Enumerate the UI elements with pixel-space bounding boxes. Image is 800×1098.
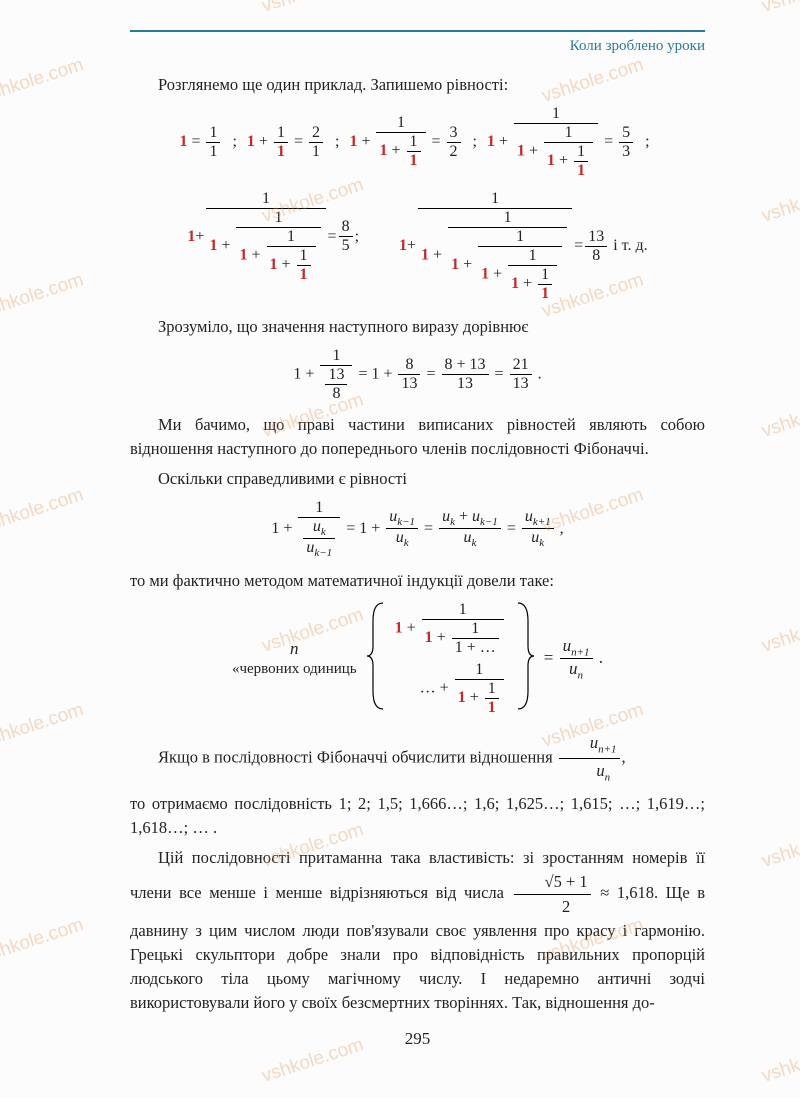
paragraph: Розглянемо ще один приклад. Запишемо рів… [130,73,705,97]
math-row-1: 1 = 11 ; 1 + 11 = 21 ; 1 + 11 + 11 = 32 … [130,105,705,180]
final-result: = un+1un . [544,636,603,682]
math-row-2: 1 + 11 + 11 + 11 + 11 = 85 ; 1 + 11 + 11… [130,190,705,303]
paragraph: то отримаємо послідовність 1; 2; 1,5; 1,… [130,792,705,840]
paragraph: Цій послідовності притаманна така власти… [130,846,705,1014]
bracket-label: n «червоних одиниць [232,638,357,680]
math-eq-uk: 1 + 1ukuk−1 = 1 + uk−1uk = uk + uk−1uk =… [130,499,705,559]
paragraph: Зрозуміло, що значення наступного виразу… [130,315,705,339]
paragraph: Якщо в послідовності Фібоначчі обчислити… [130,731,705,786]
page-content: Коли зроблено уроки Розглянемо ще один п… [0,0,800,1069]
section-header: Коли зроблено уроки [130,38,705,55]
trail-text: і т. д. [613,237,647,255]
header-rule [130,30,705,32]
paragraph: то ми фактично методом математичної інду… [130,569,705,593]
bracket-diagram: n «червоних одиниць 1 + 11 + 11 + … … + … [130,601,705,717]
math-eq-next: 1 + 1138 = 1 + 813 = 8 + 1313 = 2113 . [130,347,705,403]
curly-right-icon [514,601,536,716]
paragraph: Оскільки справедливими є рівності [130,467,705,491]
curly-left-icon [365,601,387,716]
page-number: 295 [130,1029,705,1049]
paragraph: Ми бачимо, що праві частини виписаних рі… [130,413,705,461]
red-one: 1 [179,133,187,150]
